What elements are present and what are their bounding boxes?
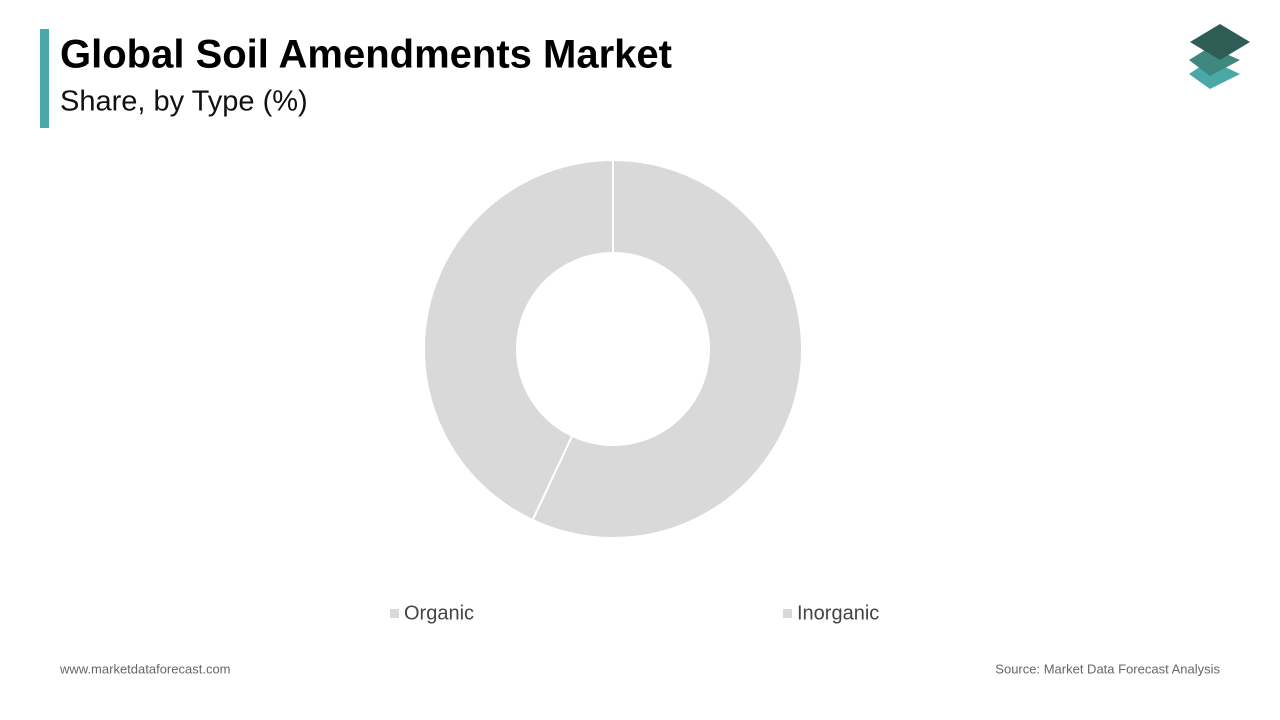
legend-label: Inorganic xyxy=(797,602,879,624)
website: www.marketdataforecast.com xyxy=(59,661,231,676)
chart-subtitle: Share, by Type (%) xyxy=(60,86,308,118)
donut-segment xyxy=(423,158,614,522)
legend-marker xyxy=(390,609,399,618)
chart-title: Global Soil Amendments Market xyxy=(60,33,672,77)
legend-marker xyxy=(783,609,792,618)
legend-label: Organic xyxy=(404,602,474,624)
logo xyxy=(1189,24,1250,89)
source: Source: Market Data Forecast Analysis xyxy=(995,661,1220,676)
title-accent xyxy=(40,29,49,128)
donut-segment xyxy=(531,158,803,539)
